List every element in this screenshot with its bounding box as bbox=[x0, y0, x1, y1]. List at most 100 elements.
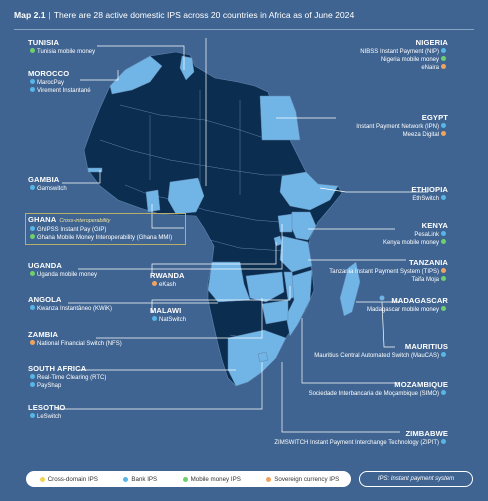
label-malawi: MALAWI NatSwitch bbox=[150, 306, 186, 324]
ips-item: Kenya mobile money bbox=[382, 240, 439, 246]
sovereign-dot-icon bbox=[266, 476, 272, 482]
ips-item: Uganda mobile money bbox=[37, 272, 98, 278]
ips-item: eKash bbox=[159, 282, 177, 288]
ips-item: Kwanza Instantâneo (KWiK) bbox=[37, 306, 113, 312]
ips-item: ZIMSWITCH Instant Payment Interchange Te… bbox=[274, 440, 439, 446]
sovereign-dot-icon bbox=[441, 64, 446, 69]
country-name: RWANDA bbox=[150, 271, 185, 280]
legend-label: Mobile money IPS bbox=[190, 475, 241, 483]
legend-bank: Bank IPS bbox=[121, 476, 157, 483]
ips-item: PesaLink bbox=[414, 232, 439, 238]
ips-item: Madagascar mobile money bbox=[366, 307, 439, 313]
label-mauritius: MAURITIUS Mauritius Central Automated Sw… bbox=[314, 342, 448, 360]
map-number: Map 2.1 bbox=[14, 10, 46, 20]
ips-item: Gamswitch bbox=[37, 186, 67, 192]
mobile-dot-icon bbox=[30, 234, 35, 239]
bank-dot-icon bbox=[30, 226, 35, 231]
bank-dot-icon bbox=[30, 382, 35, 387]
label-gambia: GAMBIA Gamswitch bbox=[28, 175, 67, 193]
ips-item: Taifa Moja bbox=[411, 277, 439, 283]
country-name: GHANA bbox=[28, 215, 57, 224]
legend-label: Sovereign currency IPS bbox=[274, 475, 340, 483]
bank-dot-icon bbox=[30, 413, 35, 418]
bank-dot-icon bbox=[441, 390, 446, 395]
bank-dot-icon bbox=[441, 195, 446, 200]
ips-item: eNaira bbox=[421, 65, 439, 71]
cross-dot-icon bbox=[39, 476, 45, 482]
sovereign-dot-icon bbox=[441, 131, 446, 136]
leader-lines bbox=[56, 38, 428, 433]
map-morocco bbox=[109, 55, 163, 95]
cross-interoperability-note: Cross-interoperability bbox=[59, 218, 111, 224]
country-name: ETHIOPIA bbox=[411, 185, 448, 194]
ips-item: Mauritius Central Automated Switch (MauC… bbox=[314, 353, 439, 359]
country-name: NIGERIA bbox=[415, 38, 448, 47]
bank-dot-icon bbox=[441, 48, 446, 53]
label-mozambique: MOZAMBIQUE Sociedade Interbancaria de Mo… bbox=[309, 380, 448, 398]
ips-item: NatSwitch bbox=[159, 317, 187, 323]
ips-item: GhIPSS Instant Pay (GIP) bbox=[37, 227, 107, 233]
map-tunisia bbox=[179, 55, 195, 81]
ips-item: Ghana Mobile Money Interoperability (Gha… bbox=[37, 235, 173, 241]
mobile-dot-icon bbox=[30, 48, 35, 53]
ips-item: Tanzania Instant Payment System (TIPS) bbox=[329, 269, 439, 275]
bank-dot-icon bbox=[30, 305, 35, 310]
sovereign-dot-icon bbox=[441, 268, 446, 273]
ips-item: NIBSS Instant Payment (NIP) bbox=[360, 49, 439, 55]
legend-label: Bank IPS bbox=[131, 475, 158, 483]
label-tanzania: TANZANIA Tanzania Instant Payment System… bbox=[329, 258, 448, 284]
label-zambia: ZAMBIA National Financial Switch (NFS) bbox=[28, 330, 122, 348]
ips-item: PayShap bbox=[37, 383, 62, 389]
map-legend: Cross-domain IPS Bank IPS Mobile money I… bbox=[26, 471, 351, 487]
country-name: MOROCCO bbox=[28, 69, 70, 78]
mobile-dot-icon bbox=[441, 276, 446, 281]
label-south-africa: SOUTH AFRICA Real-Time Clearing (RTC) Pa… bbox=[28, 364, 106, 390]
country-name: MADAGASCAR bbox=[391, 296, 448, 305]
country-name: ZAMBIA bbox=[28, 330, 59, 339]
label-rwanda: RWANDA eKash bbox=[150, 271, 185, 289]
mobile-dot-icon bbox=[441, 56, 446, 61]
label-tunisia: TUNISIA Tunisia mobile money bbox=[28, 38, 95, 56]
legend-sovereign: Sovereign currency IPS bbox=[264, 476, 339, 483]
map-zambia bbox=[245, 271, 285, 303]
bank-dot-icon bbox=[30, 374, 35, 379]
country-name: MAURITIUS bbox=[404, 342, 448, 351]
legend-cross: Cross-domain IPS bbox=[38, 476, 98, 483]
sovereign-dot-icon bbox=[30, 340, 35, 345]
country-name: MALAWI bbox=[150, 306, 182, 315]
bank-dot-icon bbox=[123, 476, 129, 482]
label-nigeria: NIGERIA NIBSS Instant Payment (NIP) Nige… bbox=[360, 38, 448, 72]
ips-item: Real-Time Clearing (RTC) bbox=[37, 375, 107, 381]
label-ethiopia: ETHIOPIA EthSwitch bbox=[411, 185, 448, 203]
ghana-highlight-box bbox=[25, 213, 186, 245]
country-name: GAMBIA bbox=[28, 175, 60, 184]
ips-item: EthSwitch bbox=[412, 196, 439, 202]
country-name: EGYPT bbox=[421, 113, 448, 122]
country-name: LESOTHO bbox=[28, 403, 66, 412]
map-ethiopia bbox=[279, 171, 339, 211]
ips-item: Nigeria mobile money bbox=[380, 57, 439, 63]
ips-item: Instant Payment Network (IPN) bbox=[356, 124, 439, 130]
label-egypt: EGYPT Instant Payment Network (IPN) Meez… bbox=[356, 113, 448, 139]
ips-item: LeSwitch bbox=[37, 414, 62, 420]
label-zimbabwe: ZIMBABWE ZIMSWITCH Instant Payment Inter… bbox=[274, 429, 448, 447]
map-tanzania bbox=[279, 235, 313, 273]
map-uganda bbox=[277, 213, 293, 233]
country-name: UGANDA bbox=[28, 261, 62, 270]
label-madagascar: MADAGASCAR Madagascar mobile money bbox=[367, 296, 448, 314]
map-nigeria bbox=[167, 177, 205, 215]
label-uganda: UGANDA Uganda mobile money bbox=[28, 261, 97, 279]
ips-item: National Financial Switch (NFS) bbox=[37, 341, 122, 347]
map-title-text: There are 28 active domestic IPS across … bbox=[53, 10, 355, 20]
bank-dot-icon bbox=[441, 352, 446, 357]
label-kenya: KENYA PesaLink Kenya mobile money bbox=[383, 221, 448, 247]
bank-dot-icon bbox=[152, 316, 157, 321]
mobile-dot-icon bbox=[182, 476, 188, 482]
title-rule bbox=[14, 29, 474, 30]
map-mozambique bbox=[285, 269, 313, 337]
label-lesotho: LESOTHO LeSwitch bbox=[28, 403, 65, 421]
country-name: ZIMBABWE bbox=[405, 429, 448, 438]
ips-item: Virement Instantané bbox=[37, 88, 91, 94]
ips-item: Meeza Digital bbox=[402, 132, 439, 138]
